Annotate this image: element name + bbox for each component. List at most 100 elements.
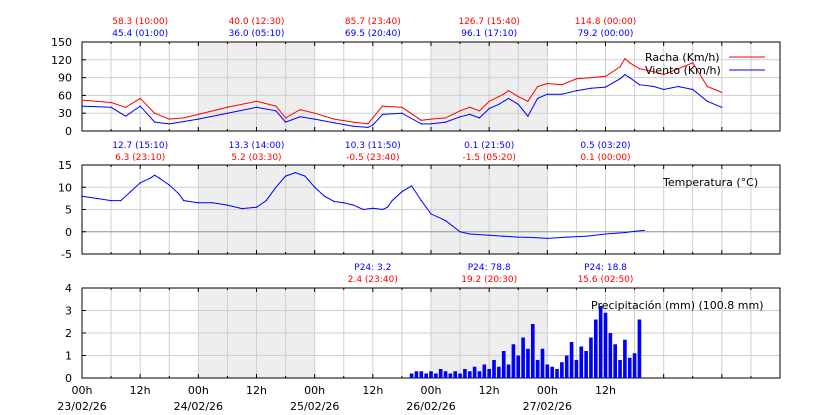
precip-bar bbox=[434, 373, 438, 378]
data-point bbox=[721, 91, 723, 94]
annotation-top: 85.7 (23:40) bbox=[345, 17, 401, 27]
data-point bbox=[503, 100, 505, 102]
data-point bbox=[575, 78, 578, 80]
y-tick-label: 60 bbox=[58, 89, 72, 102]
data-point bbox=[459, 116, 461, 118]
precip-bar bbox=[593, 319, 598, 378]
y-tick-label: -5 bbox=[61, 248, 72, 261]
precip-bar bbox=[453, 371, 458, 378]
data-point bbox=[498, 103, 500, 105]
y-tick-label: 4 bbox=[65, 282, 72, 295]
precip-bar bbox=[414, 371, 419, 378]
legend-label: Viento (Km/h) bbox=[645, 64, 721, 77]
data-point bbox=[197, 202, 199, 204]
data-point bbox=[469, 233, 471, 235]
data-point bbox=[323, 195, 325, 197]
data-point bbox=[381, 208, 384, 211]
data-point bbox=[314, 186, 316, 188]
data-point bbox=[604, 86, 607, 88]
data-point bbox=[275, 105, 277, 107]
data-point bbox=[721, 106, 723, 108]
data-point bbox=[401, 112, 403, 114]
precip-bar bbox=[482, 364, 487, 378]
data-point bbox=[265, 200, 267, 202]
data-point bbox=[653, 71, 655, 73]
annotation-bottom: 96.1 (17:10) bbox=[461, 29, 517, 39]
y-tick-label: 30 bbox=[58, 107, 72, 120]
precip-bar bbox=[545, 364, 550, 378]
annotation-top: 0.1 (21:50) bbox=[464, 141, 514, 151]
data-point bbox=[459, 110, 461, 112]
precip-bar bbox=[516, 355, 521, 378]
annotation-top: 13.3 (14:00) bbox=[229, 141, 285, 151]
precip-bar bbox=[526, 348, 530, 378]
data-point bbox=[420, 119, 422, 121]
data-point bbox=[517, 236, 519, 238]
annotation-bottom: 79.2 (00:00) bbox=[578, 29, 634, 39]
x-date-label: 24/02/26 bbox=[174, 400, 223, 413]
data-point bbox=[226, 204, 229, 206]
data-point bbox=[381, 113, 384, 115]
precip-bar bbox=[618, 360, 622, 378]
legend: Temperatura (°C) bbox=[662, 176, 758, 189]
data-point bbox=[459, 231, 461, 233]
data-point bbox=[367, 126, 369, 129]
data-point bbox=[444, 121, 447, 123]
precip-bar bbox=[472, 366, 477, 378]
data-point bbox=[275, 110, 277, 112]
data-point bbox=[81, 99, 83, 101]
data-point bbox=[604, 233, 607, 235]
data-point bbox=[352, 121, 355, 123]
data-point bbox=[517, 95, 519, 98]
precip-bar bbox=[429, 371, 433, 378]
data-point bbox=[430, 123, 432, 125]
data-point bbox=[619, 78, 621, 80]
data-point bbox=[129, 191, 132, 193]
annotation-top: 12.7 (15:10) bbox=[112, 141, 168, 151]
panel-3: 0 1 2 3 4 Precipitación (mm) (100.8 mm) P24: 3… bbox=[65, 263, 781, 385]
x-tick-label: 12h bbox=[595, 384, 616, 397]
data-point bbox=[139, 105, 141, 107]
precip-bar bbox=[506, 364, 511, 378]
data-point bbox=[624, 74, 626, 76]
data-point bbox=[444, 220, 447, 222]
precip-bar bbox=[613, 344, 618, 378]
data-point bbox=[197, 113, 199, 115]
x-tick-label: 00h bbox=[304, 384, 325, 397]
x-tick-label: 00h bbox=[537, 384, 558, 397]
data-point bbox=[168, 123, 170, 125]
data-point bbox=[241, 208, 243, 210]
precip-bar bbox=[458, 373, 462, 378]
data-point bbox=[488, 234, 490, 236]
precip-bar bbox=[598, 306, 603, 378]
data-point bbox=[629, 62, 631, 64]
precip-bar bbox=[424, 373, 428, 378]
data-point bbox=[125, 106, 127, 108]
data-point bbox=[638, 68, 641, 70]
precip-bar bbox=[521, 337, 525, 378]
data-point bbox=[154, 112, 156, 114]
data-point bbox=[178, 193, 180, 195]
y-tick-label: 150 bbox=[51, 36, 72, 49]
data-point bbox=[503, 235, 505, 237]
data-point bbox=[430, 118, 432, 120]
y-tick-label: 10 bbox=[58, 181, 72, 194]
x-axis: 00h 12h 00h 12h 00h 12h 00h 12h 00h 12h 23/02/26 24… bbox=[57, 384, 616, 413]
data-point bbox=[367, 123, 369, 125]
data-point bbox=[343, 202, 345, 204]
data-point bbox=[255, 100, 258, 102]
data-point bbox=[183, 117, 185, 119]
data-point bbox=[314, 112, 316, 114]
data-point bbox=[168, 184, 170, 186]
data-point bbox=[561, 93, 563, 95]
data-point bbox=[333, 122, 335, 124]
legend-label: Temperatura (°C) bbox=[662, 176, 758, 189]
precip-bar bbox=[467, 371, 472, 378]
data-point bbox=[663, 74, 665, 76]
annotation-top: 10.3 (11:50) bbox=[345, 141, 401, 151]
data-point bbox=[706, 85, 708, 88]
data-point bbox=[566, 236, 568, 238]
precip-bar bbox=[438, 369, 443, 378]
precip-bar bbox=[579, 346, 584, 378]
annotation-top: P24: 3.2 bbox=[354, 263, 391, 273]
